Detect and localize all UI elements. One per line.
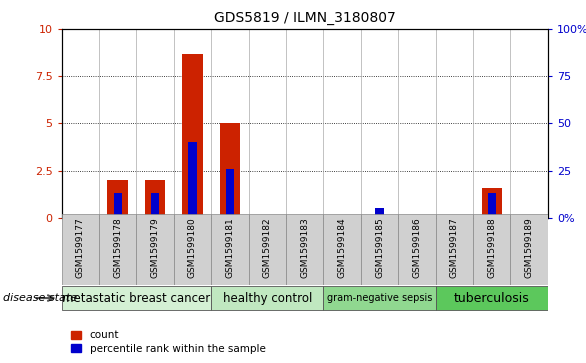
- Text: GSM1599189: GSM1599189: [524, 217, 534, 278]
- FancyBboxPatch shape: [323, 213, 361, 285]
- Text: GSM1599180: GSM1599180: [188, 217, 197, 278]
- FancyBboxPatch shape: [62, 286, 211, 310]
- Bar: [482, 188, 502, 218]
- Text: GSM1599182: GSM1599182: [263, 217, 272, 278]
- Text: GSM1599178: GSM1599178: [113, 217, 122, 278]
- FancyBboxPatch shape: [211, 286, 323, 310]
- Text: tuberculosis: tuberculosis: [454, 291, 530, 305]
- FancyBboxPatch shape: [62, 213, 99, 285]
- FancyBboxPatch shape: [248, 213, 286, 285]
- Legend: count, percentile rank within the sample: count, percentile rank within the sample: [67, 326, 270, 358]
- FancyBboxPatch shape: [435, 213, 473, 285]
- Text: gram-negative sepsis: gram-negative sepsis: [327, 293, 432, 303]
- Title: GDS5819 / ILMN_3180807: GDS5819 / ILMN_3180807: [214, 11, 396, 25]
- Text: GSM1599183: GSM1599183: [300, 217, 309, 278]
- FancyBboxPatch shape: [473, 213, 510, 285]
- Text: healthy control: healthy control: [223, 291, 312, 305]
- Text: GSM1599185: GSM1599185: [375, 217, 384, 278]
- FancyBboxPatch shape: [286, 213, 323, 285]
- FancyBboxPatch shape: [361, 213, 398, 285]
- Text: GSM1599188: GSM1599188: [488, 217, 496, 278]
- Bar: [376, 208, 384, 218]
- Bar: [114, 193, 122, 218]
- Bar: [226, 169, 234, 218]
- Text: GSM1599187: GSM1599187: [450, 217, 459, 278]
- Text: GSM1599184: GSM1599184: [338, 217, 347, 278]
- FancyBboxPatch shape: [137, 213, 174, 285]
- Text: GSM1599181: GSM1599181: [226, 217, 234, 278]
- FancyBboxPatch shape: [435, 286, 548, 310]
- FancyBboxPatch shape: [323, 286, 435, 310]
- Bar: [188, 142, 196, 218]
- FancyBboxPatch shape: [510, 213, 548, 285]
- FancyBboxPatch shape: [174, 213, 211, 285]
- FancyBboxPatch shape: [398, 213, 435, 285]
- Text: GSM1599177: GSM1599177: [76, 217, 85, 278]
- Text: disease state: disease state: [3, 293, 77, 303]
- Text: metastatic breast cancer: metastatic breast cancer: [62, 291, 210, 305]
- FancyBboxPatch shape: [99, 213, 137, 285]
- Bar: [488, 193, 496, 218]
- Bar: [145, 180, 165, 218]
- Bar: [182, 54, 203, 218]
- Bar: [107, 180, 128, 218]
- Bar: [151, 193, 159, 218]
- Bar: [220, 123, 240, 218]
- Text: GSM1599186: GSM1599186: [413, 217, 421, 278]
- Text: GSM1599179: GSM1599179: [151, 217, 159, 278]
- FancyBboxPatch shape: [211, 213, 248, 285]
